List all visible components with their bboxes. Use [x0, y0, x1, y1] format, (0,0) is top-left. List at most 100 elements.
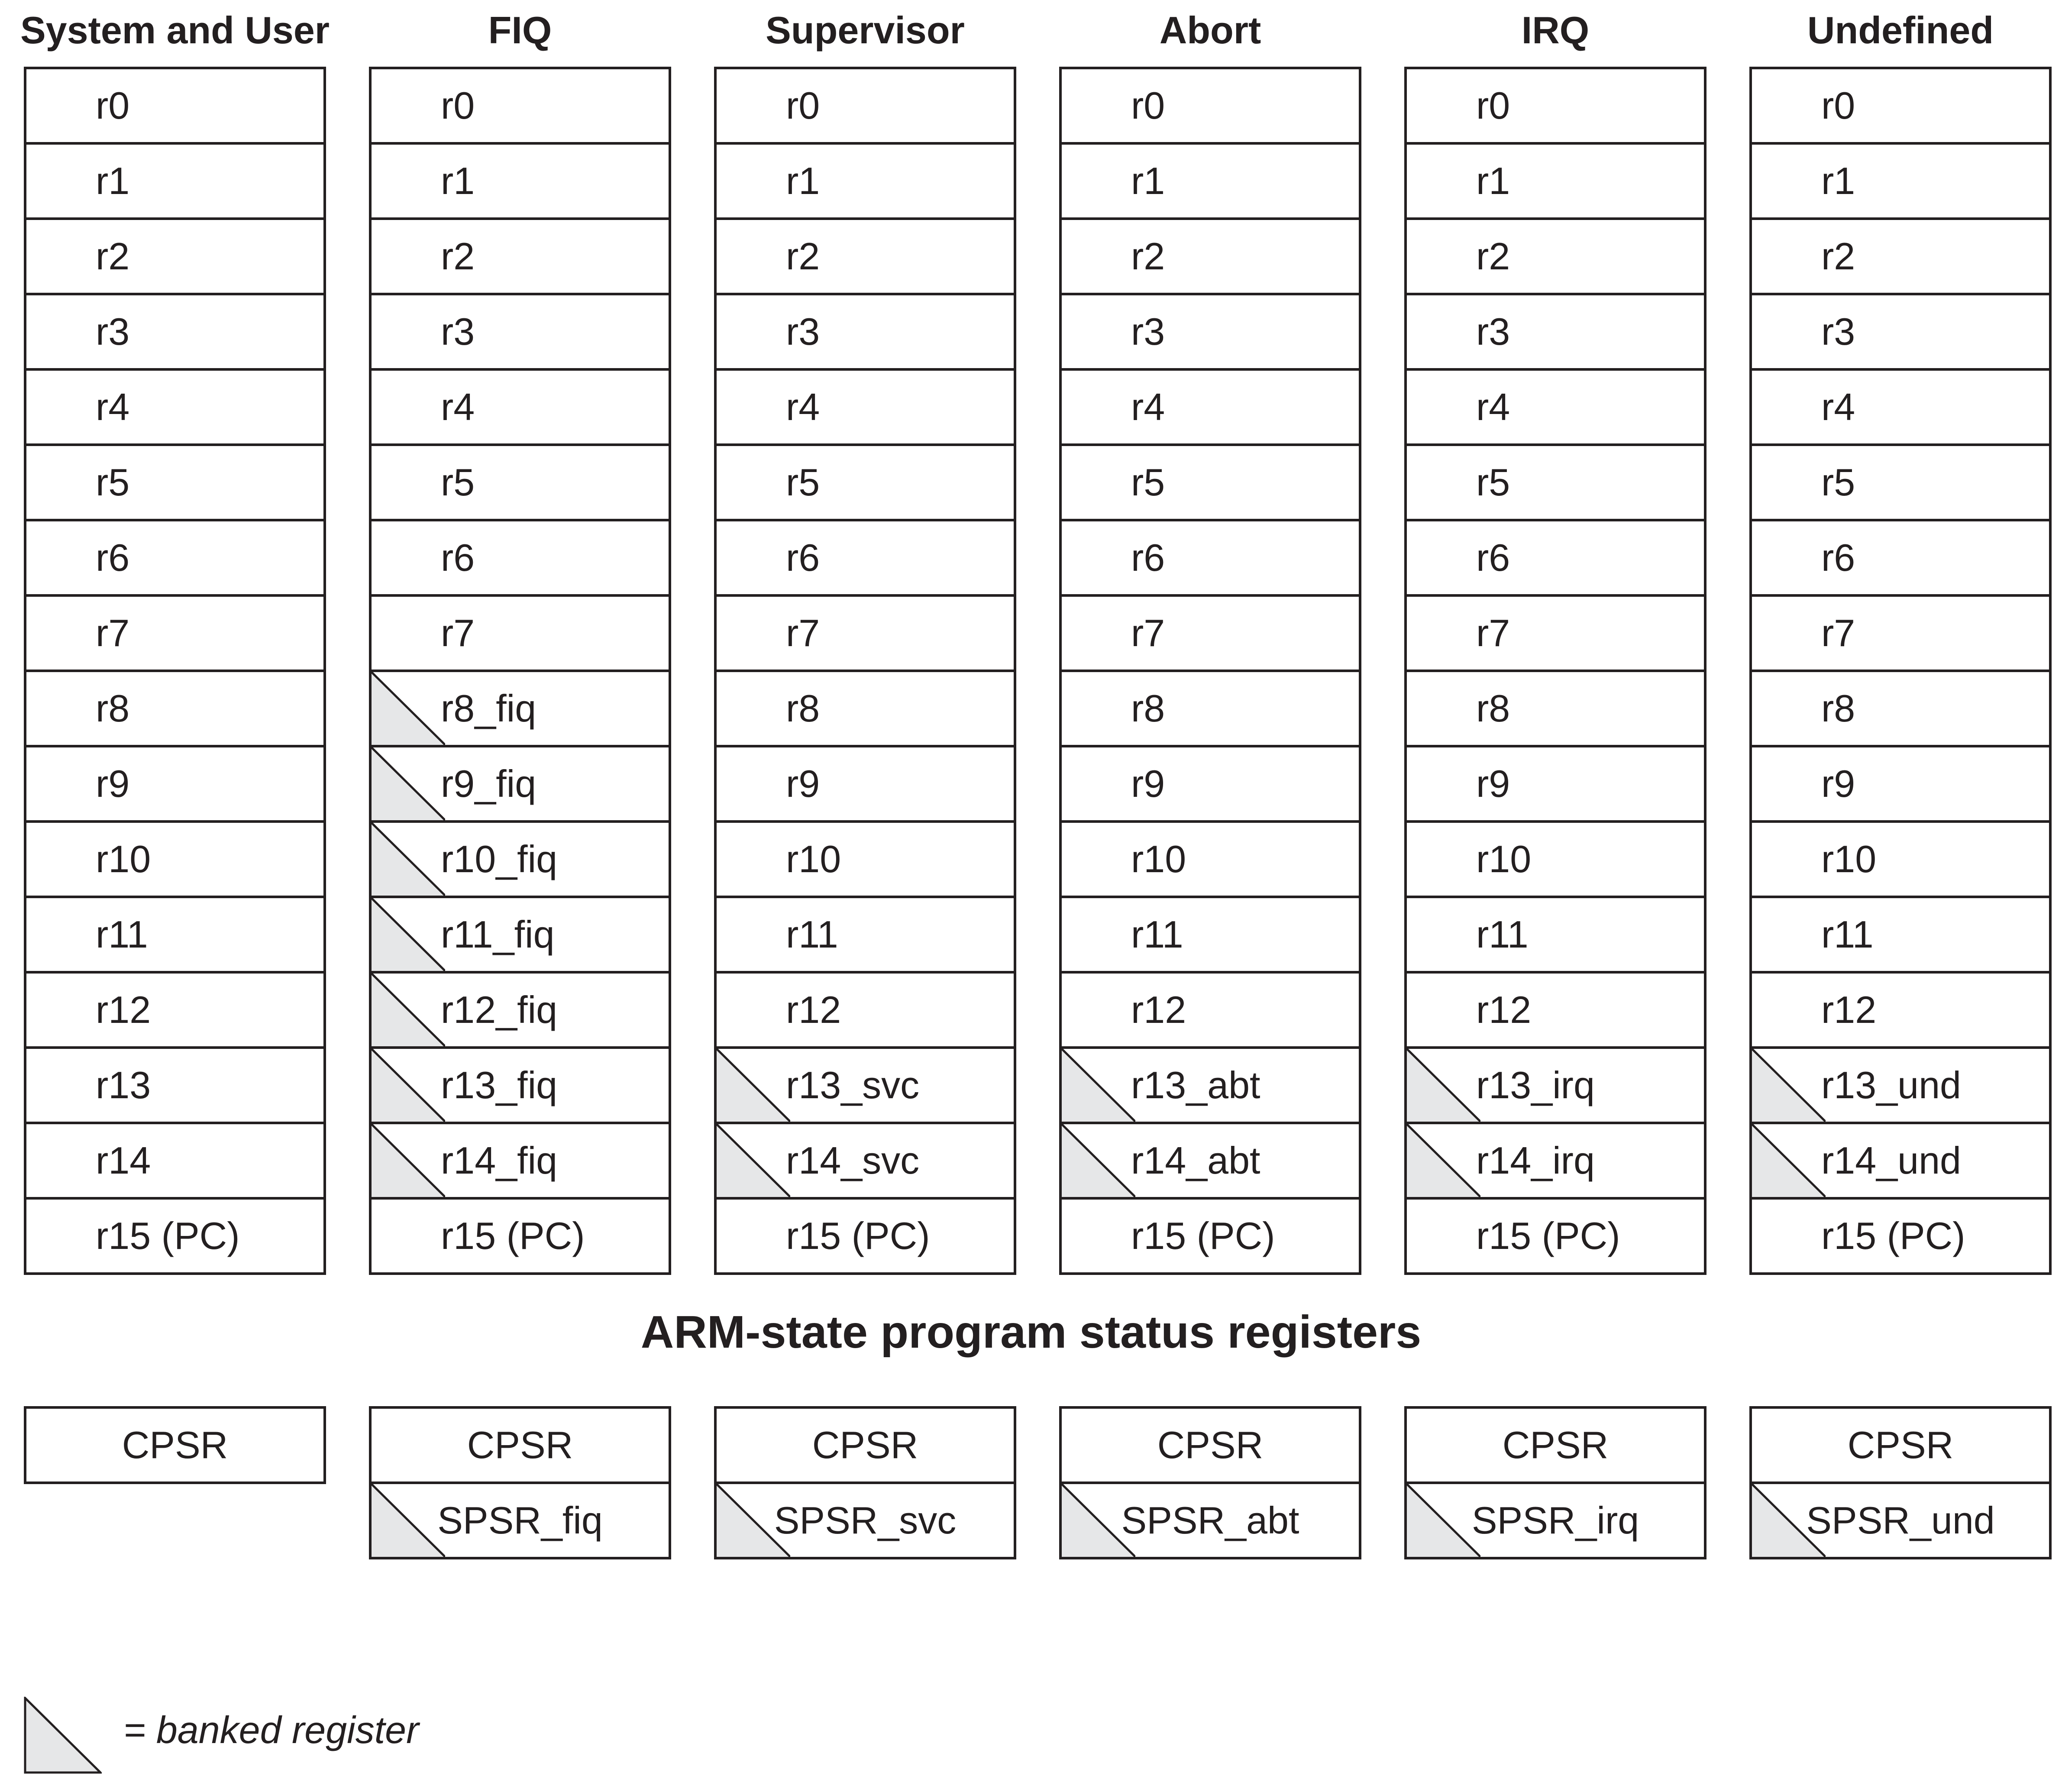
register-cell: r12 — [1062, 974, 1359, 1049]
banked-register-cell: r10_fiq — [372, 823, 669, 898]
register-label: r7 — [96, 611, 130, 654]
register-label: r14 — [96, 1139, 151, 1182]
register-label: r6 — [786, 536, 820, 579]
register-label: r2 — [1131, 235, 1165, 278]
register-label: r2 — [786, 235, 820, 278]
register-label: r15 (PC) — [441, 1214, 585, 1257]
register-cell: r3 — [1752, 295, 2049, 371]
register-cell: r5 — [1752, 446, 2049, 521]
banked-register-cell: r14_und — [1752, 1124, 2049, 1200]
status-register-label: CPSR — [1502, 1423, 1609, 1466]
register-cell: r2 — [372, 220, 669, 295]
banked-diagonal-line — [372, 974, 445, 1046]
register-cell: r4 — [1752, 371, 2049, 446]
register-cell: r3 — [717, 295, 1014, 371]
register-label: r11 — [1821, 913, 1874, 956]
status-register-label: CPSR — [1157, 1423, 1264, 1466]
status-register-column: CPSR SPSR_und — [1749, 1406, 2052, 1559]
register-cell: r6 — [1752, 521, 2049, 597]
register-label: r8 — [1821, 687, 1855, 730]
register-cell: r2 — [26, 220, 323, 295]
banked-triangle-icon — [372, 898, 445, 971]
register-label: r1 — [441, 159, 475, 202]
register-cell: r6 — [1062, 521, 1359, 597]
register-cell: r2 — [1752, 220, 2049, 295]
register-cell: r15 (PC) — [26, 1200, 323, 1272]
register-cell: r8 — [1407, 672, 1704, 747]
register-label: r14_abt — [1131, 1139, 1260, 1182]
register-label: r0 — [1476, 84, 1510, 127]
register-cell: r5 — [1062, 446, 1359, 521]
register-cell: r11 — [1062, 898, 1359, 974]
register-label: r9_fiq — [441, 762, 537, 805]
register-label: r6 — [1476, 536, 1510, 579]
register-label: r7 — [1131, 611, 1165, 654]
register-label: r14_und — [1821, 1139, 1961, 1182]
register-label: r5 — [1821, 461, 1855, 504]
register-label: r11 — [1131, 913, 1183, 956]
register-cell: r11 — [717, 898, 1014, 974]
banked-diagonal-line — [372, 1049, 445, 1122]
register-label: r8 — [1131, 687, 1165, 730]
banked-diagonal-line — [1407, 1124, 1480, 1197]
register-label: r1 — [1821, 159, 1855, 202]
register-column: r0 r1 r2 r3 r4 r5 r6 r7 r8_fiq r9_fiq r10_fiq r11_f… — [369, 67, 671, 1275]
status-register-label: SPSR_fiq — [437, 1499, 603, 1542]
status-register-cell: CPSR — [372, 1409, 669, 1484]
register-cell: r8 — [717, 672, 1014, 747]
register-label: r6 — [441, 536, 475, 579]
banked-diagonal-line — [717, 1124, 790, 1197]
register-cell: r9 — [26, 747, 323, 823]
register-label: r12 — [786, 988, 841, 1031]
banked-register-cell: r14_svc — [717, 1124, 1014, 1200]
register-cell: r10 — [1407, 823, 1704, 898]
register-label: r15 (PC) — [1476, 1214, 1620, 1257]
register-label: r0 — [441, 84, 475, 127]
register-label: r4 — [1821, 385, 1855, 428]
banked-diagonal-line — [1752, 1049, 1826, 1122]
register-cell: r7 — [1752, 597, 2049, 672]
register-cell: r0 — [1062, 69, 1359, 145]
register-label: r12 — [1821, 988, 1877, 1031]
banked-triangle-icon — [717, 1124, 790, 1197]
register-label: r15 (PC) — [1131, 1214, 1275, 1257]
register-label: r5 — [786, 461, 820, 504]
register-cell: r10 — [717, 823, 1014, 898]
register-label: r7 — [1821, 611, 1855, 654]
register-cell: r7 — [717, 597, 1014, 672]
banked-status-register-cell: SPSR_fiq — [372, 1484, 669, 1557]
banked-triangle-icon — [1407, 1049, 1480, 1122]
register-label: r3 — [786, 310, 820, 353]
banked-status-register-cell: SPSR_abt — [1062, 1484, 1359, 1557]
banked-triangle-icon — [372, 672, 445, 745]
register-label: r8 — [96, 687, 130, 730]
register-label: r4 — [441, 385, 475, 428]
register-cell: r2 — [1062, 220, 1359, 295]
register-label: r0 — [786, 84, 820, 127]
register-cell: r0 — [717, 69, 1014, 145]
register-label: r2 — [441, 235, 475, 278]
register-cell: r15 (PC) — [717, 1200, 1014, 1272]
register-cell: r5 — [1407, 446, 1704, 521]
legend-triangle — [24, 1697, 102, 1774]
status-register-label: CPSR — [812, 1423, 918, 1466]
register-cell: r6 — [26, 521, 323, 597]
register-column: r0 r1 r2 r3 r4 r5 r6 r7 r8 r9 r10 r11 r12 r13 r14 r15 (… — [24, 67, 326, 1275]
banked-status-register-cell: SPSR_svc — [717, 1484, 1014, 1557]
banked-status-register-cell: SPSR_irq — [1407, 1484, 1704, 1557]
register-cell: r11 — [1752, 898, 2049, 974]
status-register-label: CPSR — [467, 1423, 573, 1466]
status-register-column: CPSR SPSR_svc — [714, 1406, 1016, 1559]
register-cell: r0 — [26, 69, 323, 145]
legend-text: = banked register — [123, 1708, 419, 1751]
register-label: r9 — [1476, 762, 1510, 805]
banked-diagonal-line — [1752, 1484, 1826, 1557]
register-label: r2 — [96, 235, 130, 278]
banked-triangle-icon — [1752, 1049, 1826, 1122]
register-cell: r0 — [372, 69, 669, 145]
banked-triangle-icon — [372, 1049, 445, 1122]
register-label: r4 — [786, 385, 820, 428]
register-cell: r1 — [1407, 145, 1704, 220]
register-label: r6 — [96, 536, 130, 579]
register-label: r4 — [1476, 385, 1510, 428]
